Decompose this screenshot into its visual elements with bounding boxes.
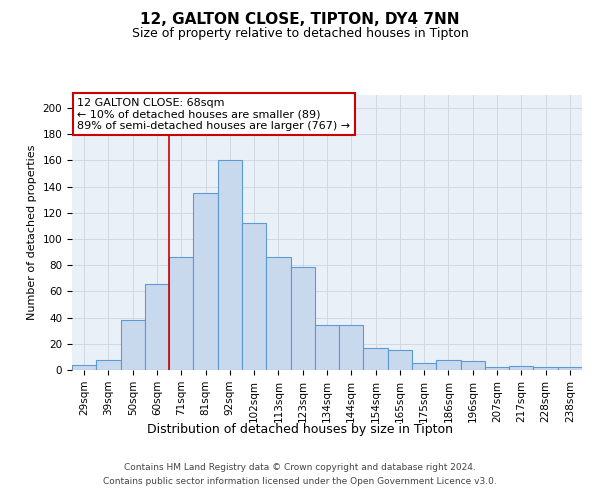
Text: 12, GALTON CLOSE, TIPTON, DY4 7NN: 12, GALTON CLOSE, TIPTON, DY4 7NN	[140, 12, 460, 28]
Bar	[509, 366, 533, 370]
Bar	[121, 320, 145, 370]
Bar	[315, 326, 339, 370]
Bar	[558, 368, 582, 370]
Bar	[412, 364, 436, 370]
Bar	[96, 360, 121, 370]
Text: Distribution of detached houses by size in Tipton: Distribution of detached houses by size …	[147, 422, 453, 436]
Bar	[485, 368, 509, 370]
Bar	[193, 193, 218, 370]
Bar	[145, 284, 169, 370]
Bar	[339, 326, 364, 370]
Bar	[72, 365, 96, 370]
Text: Contains HM Land Registry data © Crown copyright and database right 2024.: Contains HM Land Registry data © Crown c…	[124, 462, 476, 471]
Bar	[533, 368, 558, 370]
Bar	[388, 350, 412, 370]
Y-axis label: Number of detached properties: Number of detached properties	[27, 145, 37, 320]
Text: Size of property relative to detached houses in Tipton: Size of property relative to detached ho…	[131, 28, 469, 40]
Text: Contains public sector information licensed under the Open Government Licence v3: Contains public sector information licen…	[103, 478, 497, 486]
Bar	[266, 258, 290, 370]
Text: 12 GALTON CLOSE: 68sqm
← 10% of detached houses are smaller (89)
89% of semi-det: 12 GALTON CLOSE: 68sqm ← 10% of detached…	[77, 98, 350, 131]
Bar	[290, 266, 315, 370]
Bar	[242, 224, 266, 370]
Bar	[218, 160, 242, 370]
Bar	[436, 360, 461, 370]
Bar	[169, 258, 193, 370]
Bar	[364, 348, 388, 370]
Bar	[461, 361, 485, 370]
